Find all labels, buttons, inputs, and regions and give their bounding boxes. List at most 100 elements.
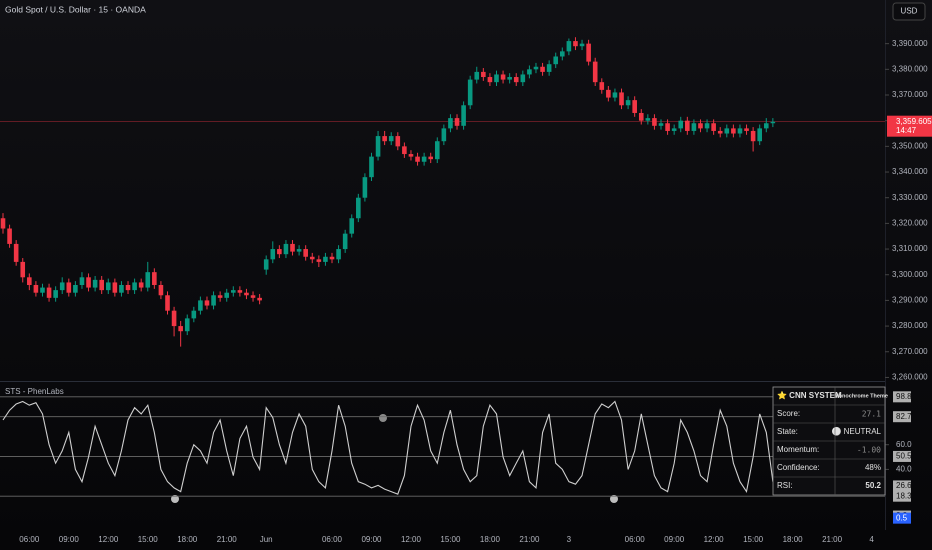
y-tick-label: 3,310.000 (892, 244, 928, 253)
candle-body (105, 282, 111, 291)
x-tick-label: 21:00 (519, 535, 540, 544)
currency-button[interactable] (892, 2, 926, 21)
candle-body (296, 249, 302, 252)
candle-body (145, 272, 151, 288)
candle-body (283, 243, 289, 255)
candle-body (224, 292, 230, 298)
x-tick-label: 12:00 (401, 535, 422, 544)
candle-body (638, 112, 644, 121)
currency-label[interactable]: USD (901, 7, 918, 16)
candle-body (428, 156, 433, 160)
y-tick-label: 3,330.000 (892, 193, 928, 202)
candle-body (329, 256, 335, 260)
candle-body (507, 77, 512, 80)
x-tick-label: 18:00 (480, 535, 501, 544)
candle-body (356, 197, 361, 219)
candle-body (171, 310, 177, 327)
candle-body (165, 295, 170, 311)
countdown-label: 14:47 (896, 126, 917, 135)
y-tick-box (893, 490, 911, 502)
last-price-tag (887, 115, 932, 137)
candle-body (244, 292, 249, 296)
signal-dot (379, 414, 387, 422)
candle-body (178, 326, 183, 332)
candle-body (382, 136, 387, 142)
candle-body (231, 290, 236, 293)
candle-body (46, 287, 52, 298)
panel-key: RSI: (777, 481, 793, 490)
candle-body (586, 43, 591, 62)
candle-body (757, 128, 762, 142)
candle-body (658, 123, 664, 126)
candle-body (461, 105, 466, 126)
candle-body (13, 243, 19, 262)
candle-body (513, 77, 519, 83)
candle-body (263, 259, 269, 270)
candle-body (652, 118, 657, 126)
x-tick-label: 09:00 (59, 535, 80, 544)
candle-body (474, 71, 480, 80)
candle-body (73, 285, 78, 293)
candle-body (546, 64, 552, 72)
candle-body (125, 285, 131, 291)
candle-body (270, 249, 276, 260)
candle-body (566, 41, 572, 52)
candle-body (99, 279, 104, 291)
panel-key: Score: (777, 409, 800, 418)
candle-body (362, 177, 368, 198)
y-tick-label: 3,340.000 (892, 167, 928, 176)
candle-body (467, 79, 473, 106)
pane-title: STS - PhenLabs (5, 387, 64, 396)
candle-body (119, 285, 124, 293)
candle-body (375, 136, 381, 157)
candle-body (415, 156, 420, 162)
candle-body (158, 285, 164, 296)
candle-body (79, 277, 85, 285)
candle-body (217, 295, 223, 298)
candle-body (277, 249, 282, 255)
panel-key: ⭐ CNN SYSTEM (777, 390, 842, 400)
x-tick-label: 18:00 (783, 535, 804, 544)
candle-body (152, 272, 157, 285)
y-tick-label: 3,280.000 (892, 321, 928, 330)
candle-body (434, 141, 440, 160)
candle-body (579, 43, 585, 47)
y-tick-box (893, 512, 911, 524)
panel-value: ⚪ NEUTRAL (831, 426, 881, 436)
candle-body (33, 285, 39, 293)
candle-body (711, 123, 716, 131)
candle-body (744, 128, 749, 131)
signal-dot (171, 495, 179, 503)
candle-body (402, 146, 407, 155)
candle-body (606, 89, 611, 98)
y-tick-box (893, 391, 911, 403)
candle-body (685, 120, 690, 131)
candle-body (527, 69, 532, 75)
last-price-label: 3,359.605 (896, 117, 932, 126)
panel-value: 27.1 (862, 410, 881, 419)
candle-body (533, 66, 539, 70)
y-tick-label: 26.6 (896, 481, 912, 490)
candle-body (112, 282, 118, 293)
y-tick-label: 60.0 (896, 440, 912, 449)
candle-body (316, 259, 322, 262)
candle-body (336, 249, 341, 260)
candle-body (448, 118, 453, 129)
candle-body (540, 66, 545, 72)
candle-body (0, 218, 6, 229)
y-tick-label: 3,350.000 (892, 141, 928, 150)
candle-body (698, 123, 703, 129)
candle-body (388, 136, 394, 142)
panel-value: 48% (865, 463, 881, 472)
y-tick-label: 3,300.000 (892, 270, 928, 279)
y-tick-label: 3,390.000 (892, 39, 928, 48)
panel-key: Momentum: (777, 445, 819, 454)
candle-body (40, 287, 45, 293)
y-tick-label: 3,270.000 (892, 347, 928, 356)
y-tick-box (893, 480, 911, 492)
candle-body (500, 74, 506, 80)
candle-body (323, 256, 328, 262)
candle-body (191, 310, 197, 319)
candle-body (520, 74, 526, 83)
